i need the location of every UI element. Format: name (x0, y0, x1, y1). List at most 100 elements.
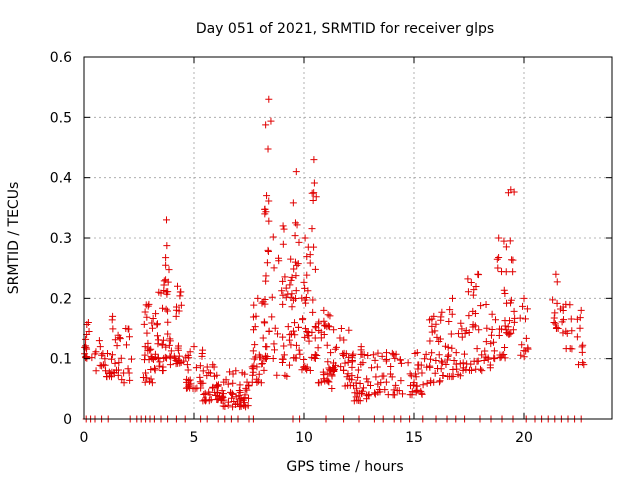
data-point (550, 314, 558, 322)
data-point (523, 305, 531, 313)
data-point (263, 192, 271, 200)
data-point (445, 318, 453, 326)
data-point (501, 343, 509, 351)
data-point (193, 384, 201, 392)
data-point (494, 264, 502, 272)
data-point (164, 330, 172, 338)
data-point (199, 397, 207, 405)
data-point (258, 299, 266, 307)
data-point (142, 369, 150, 377)
data-point (551, 309, 559, 317)
data-point (120, 369, 128, 377)
x-tick-label: 0 (80, 430, 89, 446)
data-point (152, 310, 160, 318)
data-point (104, 350, 112, 358)
data-point (452, 360, 460, 368)
data-point (146, 346, 154, 354)
data-point (190, 343, 198, 351)
data-point (373, 363, 381, 371)
data-point (300, 278, 308, 286)
data-point (578, 348, 586, 356)
data-point (383, 355, 391, 363)
data-point (341, 382, 349, 390)
data-point (374, 380, 382, 388)
data-point (295, 346, 303, 354)
data-point (311, 334, 319, 342)
data-point (509, 268, 517, 276)
data-point (252, 312, 260, 320)
data-point (196, 373, 204, 381)
data-point (148, 354, 156, 362)
data-point (576, 324, 584, 332)
data-point (427, 355, 435, 363)
data-point (568, 327, 576, 335)
data-point (467, 279, 475, 287)
data-point (153, 321, 161, 329)
data-point (213, 381, 221, 389)
data-point (354, 373, 362, 381)
data-point (477, 302, 485, 310)
data-point (305, 337, 313, 345)
data-point (258, 360, 266, 368)
data-point (418, 389, 426, 397)
data-point (295, 238, 303, 246)
data-point (300, 355, 308, 363)
data-point (95, 337, 103, 345)
data-point (426, 316, 434, 324)
data-point (549, 296, 557, 304)
data-point (488, 325, 496, 333)
data-point (263, 343, 271, 351)
data-point (113, 342, 121, 350)
data-point (562, 327, 570, 335)
data-point (560, 316, 568, 324)
data-point (404, 359, 412, 367)
data-point (324, 370, 332, 378)
data-point (293, 221, 301, 229)
data-point (454, 330, 462, 338)
data-point (320, 306, 328, 314)
data-point (364, 378, 372, 386)
data-point (192, 364, 200, 372)
data-point (291, 319, 299, 327)
data-point (431, 369, 439, 377)
data-point (184, 366, 192, 374)
data-point (348, 376, 356, 384)
x-tick-labels: 0 5 10 15 20 (80, 430, 533, 446)
data-point (450, 356, 458, 364)
data-point (431, 327, 439, 335)
data-point (354, 366, 362, 374)
data-point (255, 370, 263, 378)
data-point (180, 357, 188, 365)
data-point (507, 329, 515, 337)
data-point (224, 380, 232, 388)
data-point (448, 344, 456, 352)
data-point (442, 360, 450, 368)
data-point (203, 363, 211, 371)
data-point (122, 341, 130, 349)
data-point (108, 355, 116, 363)
data-point (464, 288, 472, 296)
data-point (205, 388, 213, 396)
data-point (254, 377, 262, 385)
data-point (81, 350, 89, 358)
data-point (148, 324, 156, 332)
data-point (357, 343, 365, 351)
data-point (145, 300, 153, 308)
data-point (220, 390, 228, 398)
data-point (291, 232, 299, 240)
data-point (345, 326, 353, 334)
data-point (249, 347, 257, 355)
data-point (492, 316, 500, 324)
data-point (172, 356, 180, 364)
data-point (573, 333, 581, 341)
data-point (448, 310, 456, 318)
data-point (163, 242, 171, 250)
data-point (288, 273, 296, 281)
data-point (177, 301, 185, 309)
data-point (363, 375, 371, 383)
data-point (501, 289, 509, 297)
data-point (506, 330, 514, 338)
data-point (566, 344, 574, 352)
data-point (387, 362, 395, 370)
data-point (473, 345, 481, 353)
